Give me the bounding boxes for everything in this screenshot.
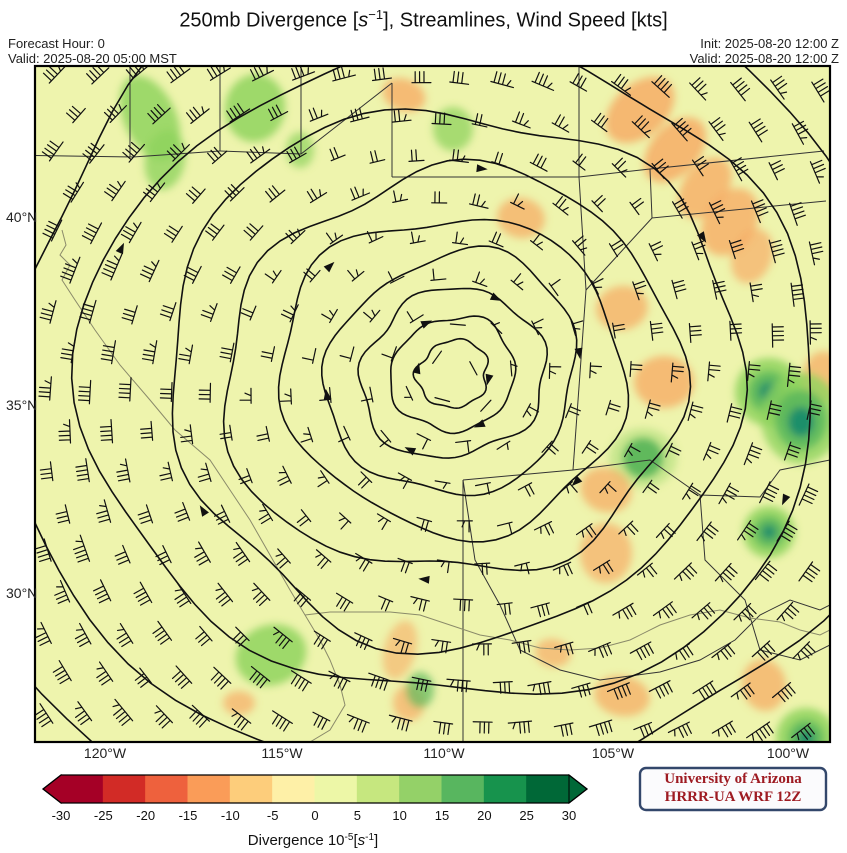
- svg-text:-15: -15: [179, 808, 198, 823]
- svg-text:University of Arizona: University of Arizona: [664, 771, 802, 787]
- svg-text:-5: -5: [267, 808, 279, 823]
- svg-text:115°W: 115°W: [261, 745, 303, 761]
- svg-text:35°N: 35°N: [6, 397, 37, 413]
- svg-text:-25: -25: [94, 808, 113, 823]
- svg-text:-30: -30: [52, 808, 71, 823]
- svg-text:105°W: 105°W: [592, 745, 635, 761]
- svg-text:25: 25: [519, 808, 533, 823]
- svg-text:20: 20: [477, 808, 491, 823]
- svg-text:Divergence 10-5[s-1]: Divergence 10-5[s-1]: [248, 832, 378, 850]
- svg-text:40°N: 40°N: [6, 209, 37, 225]
- svg-text:-20: -20: [136, 808, 155, 823]
- svg-text:30: 30: [562, 808, 576, 823]
- svg-text:5: 5: [354, 808, 361, 823]
- svg-text:10: 10: [392, 808, 406, 823]
- svg-text:0: 0: [311, 808, 318, 823]
- svg-text:-10: -10: [221, 808, 240, 823]
- svg-text:100°W: 100°W: [767, 745, 810, 761]
- svg-text:110°W: 110°W: [423, 745, 465, 761]
- svg-text:120°W: 120°W: [84, 745, 127, 761]
- svg-text:30°N: 30°N: [6, 585, 37, 601]
- svg-text:HRRR-UA WRF 12Z: HRRR-UA WRF 12Z: [665, 789, 802, 805]
- svg-text:15: 15: [435, 808, 449, 823]
